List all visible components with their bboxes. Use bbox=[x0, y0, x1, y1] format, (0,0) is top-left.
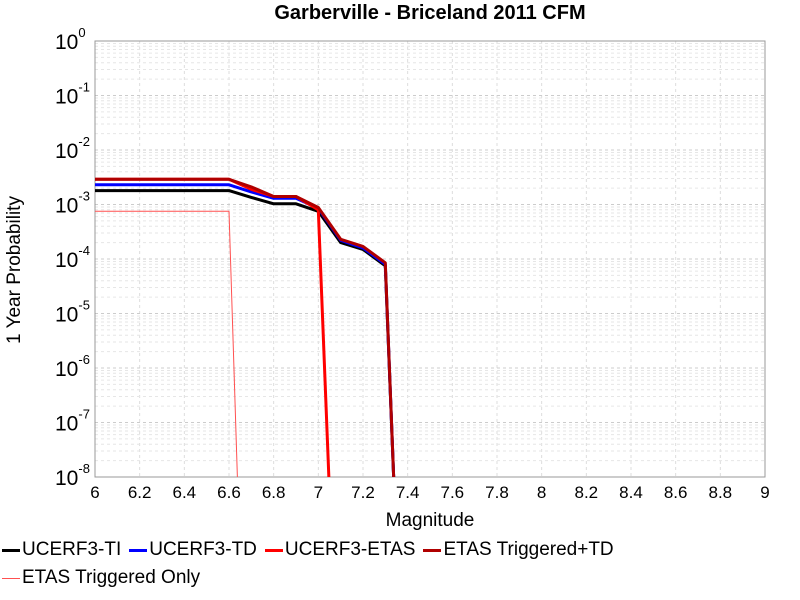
y-tick-label: 10-3 bbox=[55, 189, 90, 218]
x-tick-label: 6.4 bbox=[173, 483, 197, 502]
series-lines bbox=[95, 177, 396, 477]
y-tick-label: 10-4 bbox=[55, 243, 90, 272]
x-tick-label: 6.8 bbox=[262, 483, 286, 502]
legend: UCERF3-TI UCERF3-TD UCERF3-ETAS ETAS Tri… bbox=[0, 536, 800, 592]
x-tick-label: 8.6 bbox=[664, 483, 688, 502]
legend-item-etas-triggered-td: ETAS Triggered+TD bbox=[423, 539, 614, 561]
plot-area-border bbox=[94, 40, 766, 478]
y-tick-labels: 100 10-1 10-2 10-3 10-4 10-5 10-6 10-7 10-8 bbox=[55, 25, 90, 490]
x-tick-label: 6.6 bbox=[217, 483, 241, 502]
legend-label-ucerf3-etas: UCERF3-ETAS bbox=[284, 539, 416, 560]
series-line-ucerf3-td bbox=[95, 183, 396, 477]
x-tick-label: 7.2 bbox=[351, 483, 375, 502]
y-tick-label: 10-5 bbox=[55, 298, 90, 327]
legend-item-ucerf3-ti: UCERF3-TI bbox=[2, 539, 121, 561]
x-tick-label: 8.8 bbox=[709, 483, 733, 502]
x-tick-labels: 6 6.2 6.4 6.6 6.8 7 7.2 7.4 7.6 7.8 8 8.2 8.4 8.6 8.8 9 bbox=[90, 483, 769, 502]
x-tick-label: 9 bbox=[760, 483, 769, 502]
y-tick-label: 10-2 bbox=[55, 134, 90, 163]
legend-item-ucerf3-td: UCERF3-TD bbox=[129, 539, 257, 561]
legend-label-ucerf3-ti: UCERF3-TI bbox=[22, 539, 122, 560]
y-axis-label: 1 Year Probability bbox=[4, 196, 25, 344]
x-axis-label: Magnitude bbox=[386, 510, 475, 531]
y-tick-label: 10-6 bbox=[55, 352, 90, 381]
x-tick-label: 7.4 bbox=[396, 483, 420, 502]
series-line-etas-triggered-td bbox=[95, 177, 396, 477]
x-tick-label: 7 bbox=[314, 483, 323, 502]
legend-swatch-etas-triggered-only bbox=[2, 577, 20, 579]
legend-label-etas-triggered-only: ETAS Triggered Only bbox=[22, 567, 201, 588]
y-tick-label: 100 bbox=[55, 25, 86, 54]
series-line-etas-triggered-only bbox=[95, 210, 238, 477]
x-tick-label: 7.6 bbox=[441, 483, 465, 502]
y-tick-label: 10-1 bbox=[55, 80, 90, 109]
x-tick-label: 8 bbox=[537, 483, 546, 502]
x-tick-label: 8.2 bbox=[575, 483, 599, 502]
legend-row-2: ETAS Triggered Only bbox=[0, 564, 800, 592]
legend-row-1: UCERF3-TI UCERF3-TD UCERF3-ETAS ETAS Tri… bbox=[0, 536, 800, 564]
legend-swatch-ucerf3-etas bbox=[264, 548, 283, 552]
x-tick-label: 7.8 bbox=[485, 483, 509, 502]
chart-title: Garberville - Briceland 2011 CFM bbox=[274, 2, 585, 24]
legend-swatch-etas-triggered-td bbox=[423, 548, 442, 552]
y-tick-label: 10-8 bbox=[55, 461, 90, 490]
legend-label-ucerf3-td: UCERF3-TD bbox=[149, 539, 257, 560]
x-tick-label: 6.2 bbox=[128, 483, 152, 502]
x-tick-label: 6 bbox=[90, 483, 99, 502]
grid-lines bbox=[95, 41, 765, 478]
legend-swatch-ucerf3-td bbox=[129, 548, 148, 552]
legend-label-etas-triggered-td: ETAS Triggered+TD bbox=[443, 539, 614, 560]
x-tick-label: 8.4 bbox=[619, 483, 643, 502]
legend-item-etas-triggered-only: ETAS Triggered Only bbox=[2, 567, 200, 589]
legend-item-ucerf3-etas: UCERF3-ETAS bbox=[264, 539, 416, 561]
y-tick-label: 10-7 bbox=[55, 407, 90, 436]
legend-swatch-ucerf3-ti bbox=[2, 548, 20, 552]
